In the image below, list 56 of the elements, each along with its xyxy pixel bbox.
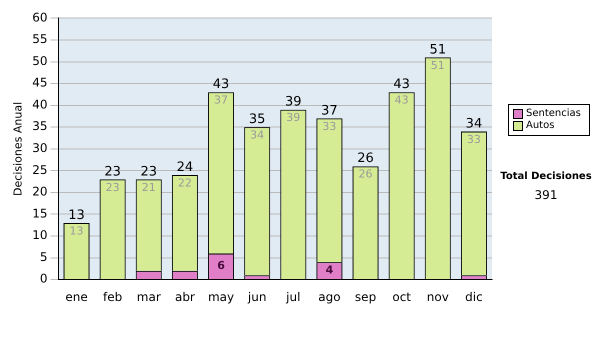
data-label: 6 [217,259,226,272]
total-label: 26 [357,151,374,166]
y-tick-label: 35 [32,119,48,134]
data-label: 13 [70,224,84,238]
x-tick-label: nov [426,290,449,304]
total-label: 24 [176,160,194,175]
total-label: 43 [393,77,410,92]
y-tick-label: 15 [32,206,48,220]
total-label: 34 [466,116,482,132]
x-tick-label: jun [246,290,266,304]
legend-label: Autos [526,120,554,132]
data-label: 51 [430,58,445,72]
x-tick-label: oct [392,290,412,304]
total-label: 13 [68,208,85,223]
y-tick-label: 60 [32,10,48,24]
x-tick-label: ene [65,290,88,304]
data-label: 26 [358,168,373,181]
x-tick-label: mar [136,290,161,304]
x-tick-label: jul [285,290,300,304]
x-tick-label: ago [318,290,341,304]
y-tick-label: 5 [40,250,48,264]
y-tick-label: 40 [32,97,48,112]
x-tick-label: dic [465,290,483,304]
data-label: 39 [286,111,300,124]
data-label: 43 [394,94,409,107]
total-label: 23 [104,164,121,180]
y-tick-label: 50 [32,54,48,68]
data-label: 34 [250,128,264,142]
legend-label: Sentencias [526,108,581,120]
total-label: 43 [212,77,230,92]
x-tick-label: feb [103,290,122,304]
y-tick-label: 20 [32,184,48,199]
x-tick-label: sep [354,290,376,304]
total-label: 51 [430,42,446,58]
text: Total Decisiones [500,171,592,182]
y-tick-label: 45 [32,76,48,90]
data-label: 33 [466,132,481,146]
total-label: 35 [248,112,266,127]
y-tick-label: 25 [32,162,48,177]
y-tick-label: 55 [32,32,48,46]
total-label: 23 [140,164,158,180]
y-tick-label: 30 [32,141,48,156]
data-label: 33 [322,120,336,133]
data-label: 22 [178,176,192,190]
data-label: 37 [214,94,228,107]
total-label: 39 [285,94,302,110]
x-tick-label: abr [174,290,195,304]
data-label: 4 [326,263,334,276]
y-axis-title: Decisiones Anual [11,102,24,196]
text: 391 [534,188,558,202]
total-label: 37 [321,103,338,118]
y-tick-label: 10 [32,228,48,242]
y-tick-label: 0 [40,272,48,286]
data-label: 21 [142,180,156,194]
x-tick-label: may [208,290,234,304]
data-label: 23 [106,180,120,194]
